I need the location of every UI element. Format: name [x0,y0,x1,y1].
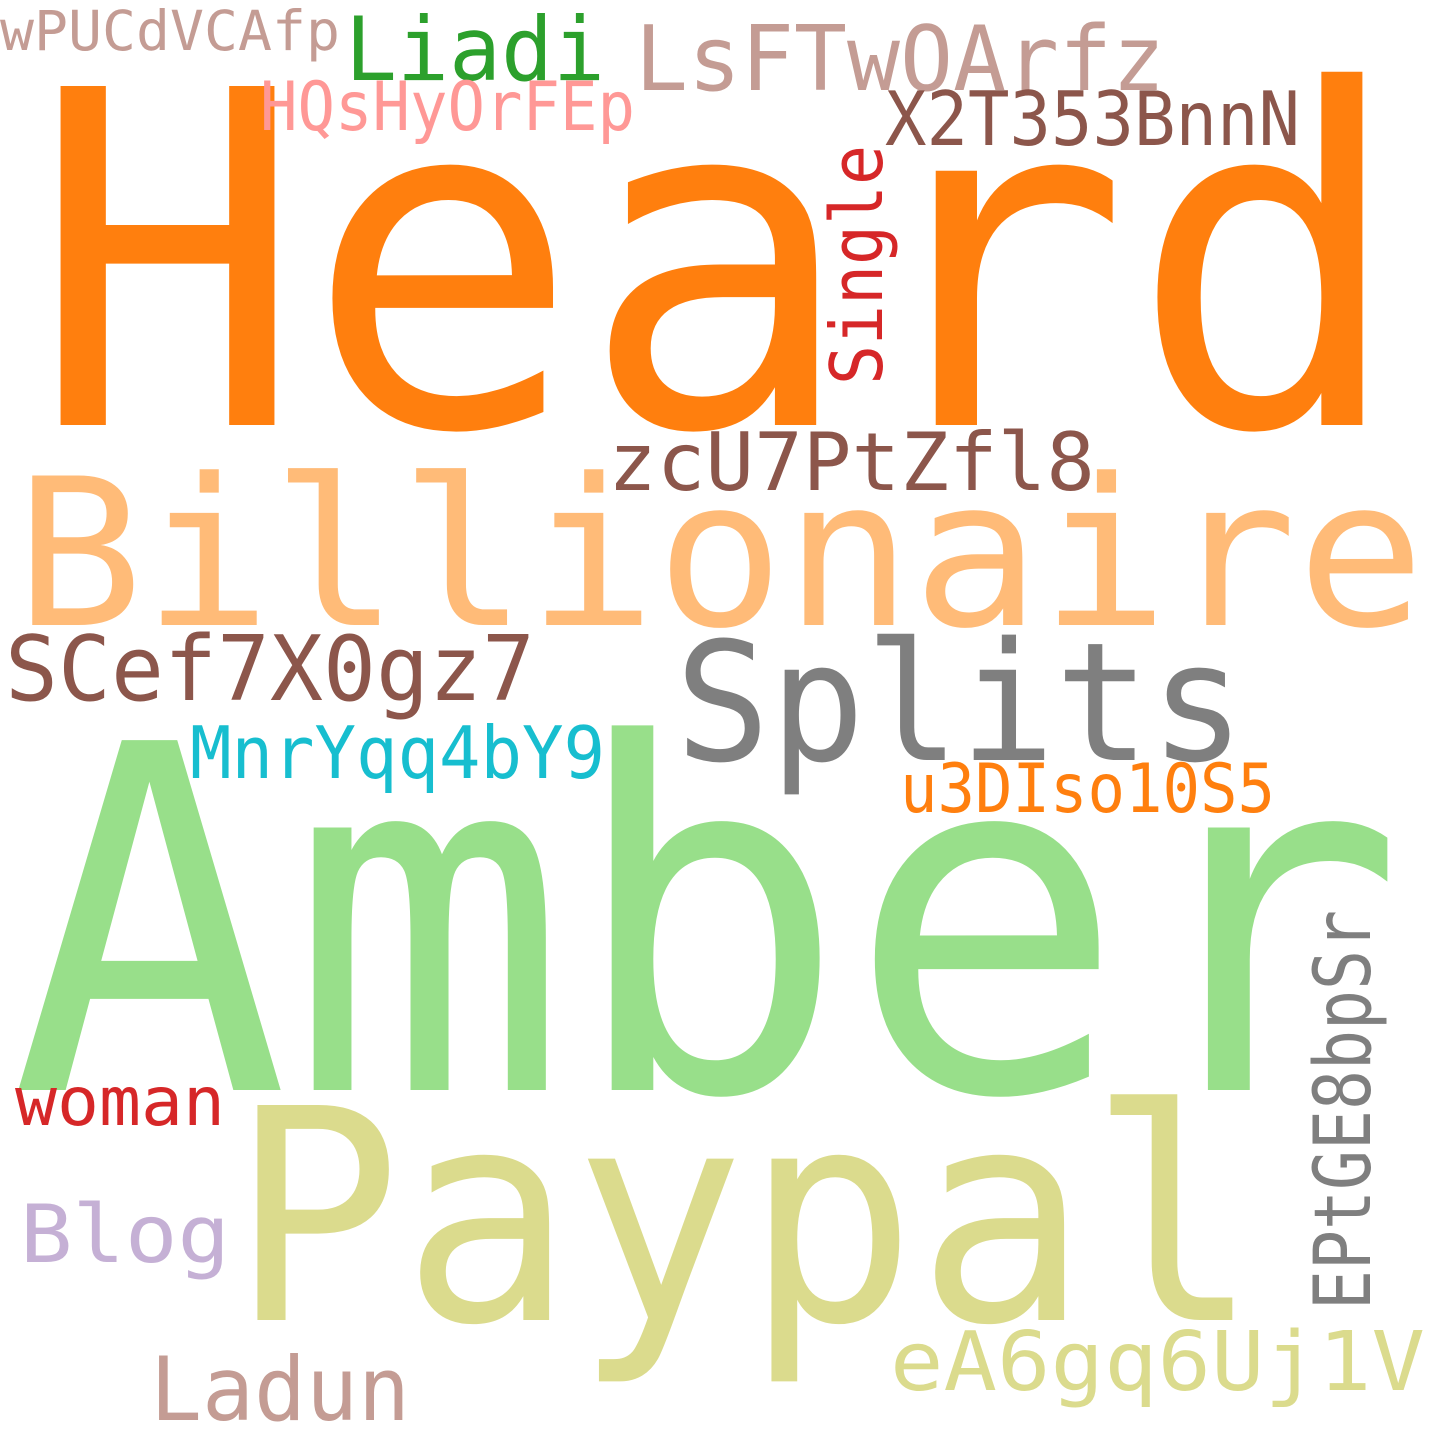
word: SCef7X0gz7 [5,617,535,722]
word: HQsHyOrFEp [260,68,635,147]
word: X2T353BnnN [885,75,1300,163]
word: LsFTwOArfz [635,7,1165,112]
word: Billionaire [15,436,1425,674]
word: MnrYqq4bY9 [190,711,605,795]
word: eA6gq6Uj1V [890,1315,1425,1410]
word: EPtGE8bpSr [1299,910,1389,1310]
word: Ladun [150,1338,410,1440]
word: zcU7PtZfl8 [608,416,1095,509]
word: Paypal [230,1046,1260,1390]
word: wPUCdVCAfp [0,0,340,63]
word: Liadi [345,0,605,101]
word: Blog [20,1188,230,1281]
word: Amber [10,645,1405,1204]
word: u3DIso10S5 [900,750,1275,829]
word: Splits [675,607,1245,799]
word: Single [815,145,899,385]
word: woman [15,1063,225,1142]
word: Heard [30,0,1405,535]
